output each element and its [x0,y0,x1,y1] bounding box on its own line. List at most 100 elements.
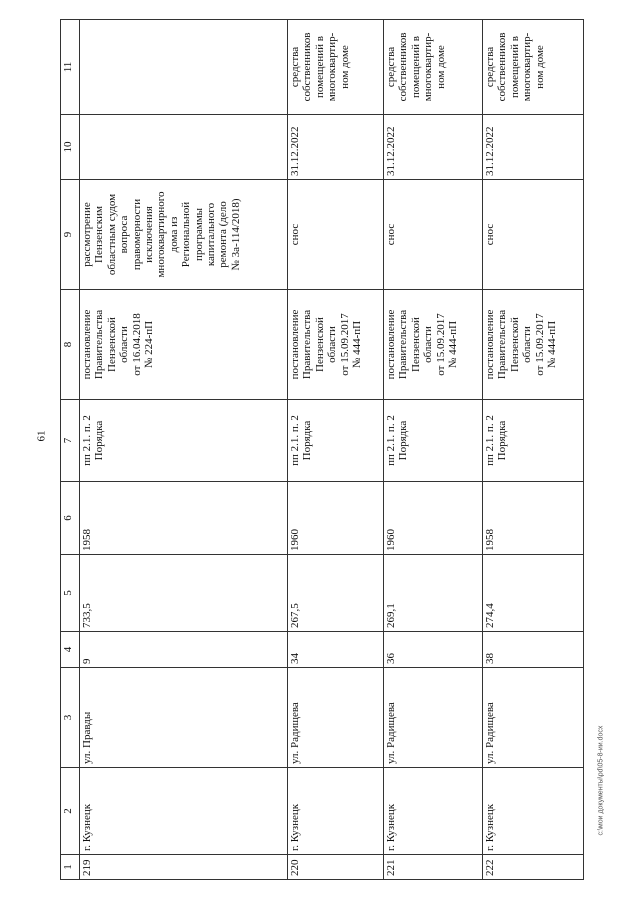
basis-line: Порядка [397,420,410,461]
basis-cell: пп 2.1. п. 2 Порядка [383,399,483,482]
resolution-line: № 444-пП [447,320,460,369]
funding-source-line: помещений в [409,36,422,98]
resolution-line: постановление [289,309,301,380]
funding-source-line: собственников [496,32,509,102]
funding-source-cell: средства собственников помещений в многоква… [287,19,384,115]
resolution-line: Пензенской [313,317,326,372]
resolution-cell: постановление Правительства Пензенской обла… [287,289,384,400]
measure-line: капитального [205,202,218,267]
resolution-line: области [118,326,131,363]
city-cell: г. Кузнецк [482,767,584,855]
resolution-line: постановление [484,309,496,380]
resolution-line: № 444-пП [351,320,364,369]
column-number-row: 1 2 3 4 5 6 7 8 9 10 11 [60,19,80,880]
rotated-table-sheet: 1 2 3 4 5 6 7 8 9 10 11 219 г. Кузнецк ул.… [60,19,584,880]
funding-source-cell: средства собственников помещений в многоква… [482,19,584,115]
row-number-cell: 220 [287,854,384,880]
street-cell: ул. Радищева [383,667,483,768]
year-built-cell: 1958 [79,481,288,555]
measure-cell: рассмотрение Пензенским областным судом воп… [79,179,288,290]
funding-source-line: ном доме [533,45,546,89]
resolution-line: Правительства [496,309,509,380]
measure-line: снос [484,223,496,246]
funding-source-line: многоквартир- [422,32,435,102]
page-number: 61 [35,430,48,442]
measure-line: ремонта (дело [217,201,230,268]
basis-cell: пп 2.1. п. 2 Порядка [79,399,288,482]
funding-source-line: помещений в [508,36,521,98]
header-cell: 5 [60,554,80,632]
header-cell: 6 [60,481,80,555]
table-row: 220 г. Кузнецк ул. Радищева 34 267,5 1960 пп 2… [287,19,384,880]
city-cell: г. Кузнецк [287,767,384,855]
deadline-cell: 31.12.2022 [383,114,483,180]
measure-line: снос [385,223,397,246]
measure-cell: снос [482,179,584,290]
measure-line: многоквартирного [155,191,168,278]
area-cell: 267,5 [287,554,384,632]
measure-cell: снос [287,179,384,290]
resolution-line: Пензенской [105,317,118,372]
street-cell: ул. Правды [79,667,288,768]
resolution-line: от 15.09.2017 [338,313,351,376]
measure-line: исключения [143,206,156,263]
funding-source-line: собственников [301,32,314,102]
header-cell: 4 [60,631,80,668]
resolution-line: от 15.09.2017 [434,313,447,376]
year-built-cell: 1958 [482,481,584,555]
funding-source-line: помещений в [313,36,326,98]
basis-line: пп 2.1. п. 2 [81,415,93,466]
area-cell: 269,1 [383,554,483,632]
measure-line: правомерности [130,198,143,271]
resolution-line: Правительства [397,309,410,380]
table-row: 221 г. Кузнецк ул. Радищева 36 269,1 1960 пп 2… [383,19,483,880]
resolution-line: Правительства [301,309,314,380]
house-number-cell: 9 [79,631,288,668]
measure-line: рассмотрение [81,202,93,267]
table-row: 222 г. Кузнецк ул. Радищева 38 274,4 1958 пп 2… [482,19,584,880]
house-number-cell: 38 [482,631,584,668]
measure-line: программы [192,207,205,262]
header-cell: 7 [60,399,80,482]
funding-source-line: многоквартир- [326,32,339,102]
footer-file-path: c:\мои документы\pd\05-8-ии.docx [597,725,605,836]
header-cell: 1 [60,854,80,880]
basis-line: пп 2.1. п. 2 [484,415,496,466]
street-cell: ул. Радищева [482,667,584,768]
resolution-cell: постановление Правительства Пензенской обла… [383,289,483,400]
area-cell: 274,4 [482,554,584,632]
resolution-line: области [422,326,435,363]
area-cell: 733,5 [79,554,288,632]
street-cell: ул. Радищева [287,667,384,768]
resolution-line: от 16.04.2018 [130,313,143,376]
row-number-cell: 219 [79,854,288,880]
resolution-line: Правительства [93,309,106,380]
row-number-cell: 222 [482,854,584,880]
house-number-cell: 36 [383,631,483,668]
table-row: 219 г. Кузнецк ул. Правды 9 733,5 1958 пп 2.1.… [79,19,288,880]
house-number-cell: 34 [287,631,384,668]
row-number-cell: 221 [383,854,483,880]
funding-source-line: ном доме [434,45,447,89]
funding-source-line: собственников [397,32,410,102]
resolution-line: области [521,326,534,363]
header-cell: 9 [60,179,80,290]
header-cell: 11 [60,19,80,115]
basis-cell: пп 2.1. п. 2 Порядка [287,399,384,482]
resolution-cell: постановление Правительства Пензенской обла… [79,289,288,400]
measure-line: дома из [167,216,180,253]
measure-line: Региональной [180,201,193,268]
funding-source-line: ном доме [338,45,351,89]
housing-table: 1 2 3 4 5 6 7 8 9 10 11 219 г. Кузнецк ул.… [60,19,584,880]
resolution-cell: постановление Правительства Пензенской обла… [482,289,584,400]
funding-source-cell: средства собственников помещений в многоква… [383,19,483,115]
resolution-line: Пензенской [508,317,521,372]
header-cell: 10 [60,114,80,180]
funding-source-line: средства [385,46,397,88]
resolution-line: постановление [385,309,397,380]
deadline-cell: 31.12.2022 [287,114,384,180]
deadline-cell: 31.12.2022 [482,114,584,180]
resolution-line: от 15.09.2017 [533,313,546,376]
measure-cell: снос [383,179,483,290]
funding-source-cell [79,19,288,115]
